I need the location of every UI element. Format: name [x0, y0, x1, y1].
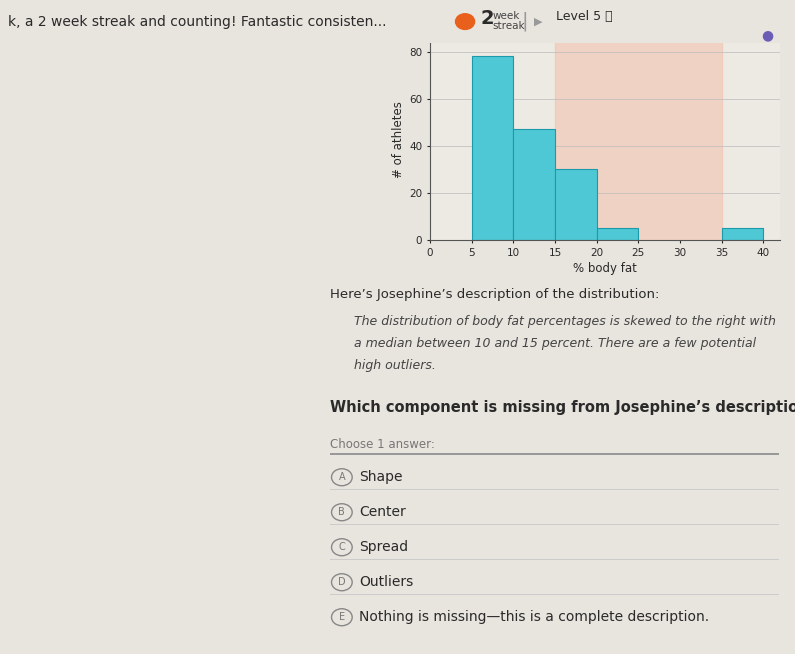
Text: A: A — [339, 472, 345, 482]
Bar — [555, 169, 597, 240]
Text: |: | — [522, 12, 528, 31]
Text: B: B — [339, 508, 345, 517]
Text: E: E — [339, 612, 345, 622]
Text: a median between 10 and 15 percent. There are a few potential: a median between 10 and 15 percent. Ther… — [354, 337, 756, 350]
Text: streak: streak — [493, 20, 525, 31]
Bar — [555, 40, 722, 240]
Bar — [722, 228, 763, 240]
Bar — [471, 56, 514, 240]
Text: C: C — [339, 542, 345, 552]
Text: Spread: Spread — [359, 540, 409, 554]
Text: Here’s Josephine’s description of the distribution:: Here’s Josephine’s description of the di… — [330, 288, 659, 301]
Bar — [514, 129, 555, 240]
Text: Level 5 ⓘ: Level 5 ⓘ — [556, 10, 613, 23]
Text: D: D — [338, 577, 346, 587]
Text: Choose 1 answer:: Choose 1 answer: — [330, 438, 435, 451]
Text: ▶: ▶ — [534, 16, 543, 27]
Text: Shape: Shape — [359, 470, 403, 484]
Text: ●: ● — [761, 28, 774, 43]
Text: Center: Center — [359, 506, 406, 519]
Text: The distribution of body fat percentages is skewed to the right with: The distribution of body fat percentages… — [354, 315, 776, 328]
Text: 2: 2 — [480, 9, 494, 28]
Y-axis label: # of athletes: # of athletes — [392, 101, 405, 179]
X-axis label: % body fat: % body fat — [573, 262, 637, 275]
Text: Which component is missing from Josephine’s description?: Which component is missing from Josephin… — [330, 400, 795, 415]
Bar — [597, 228, 638, 240]
Text: k, a 2 week streak and counting! Fantastic consisten...: k, a 2 week streak and counting! Fantast… — [8, 14, 386, 29]
Text: Outliers: Outliers — [359, 576, 413, 589]
Text: Nothing is missing—this is a complete description.: Nothing is missing—this is a complete de… — [359, 610, 709, 624]
Text: high outliers.: high outliers. — [354, 359, 436, 372]
Text: week: week — [493, 11, 520, 22]
